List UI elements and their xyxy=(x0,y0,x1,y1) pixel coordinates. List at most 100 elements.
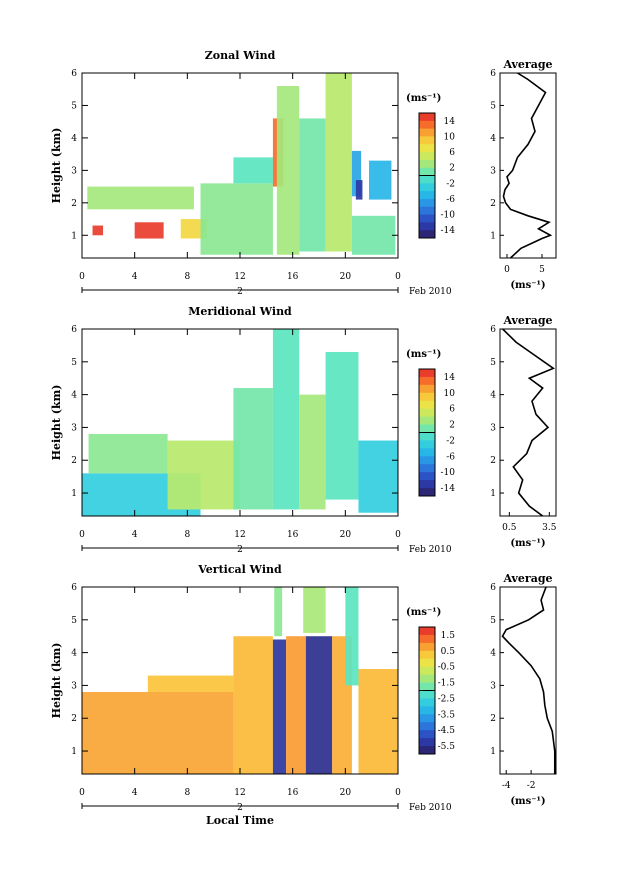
profile-y-tick-label: 1 xyxy=(490,489,496,499)
colorbar-tick-label: -5.5 xyxy=(438,742,456,752)
y-tick-label: 3 xyxy=(71,423,77,433)
colorbar-segment xyxy=(419,128,435,137)
heatmap-cell xyxy=(355,180,363,200)
heatmap-cell xyxy=(233,388,273,510)
colorbar-segment xyxy=(419,682,435,691)
colorbar-segment xyxy=(419,222,435,231)
profile-x-label: (ms⁻¹) xyxy=(510,538,545,549)
colorbar-tick-label: -2 xyxy=(446,179,455,189)
profile-x-tick-label: -2 xyxy=(527,781,536,791)
heatmap-cell xyxy=(345,587,359,686)
y-tick-label: 2 xyxy=(71,714,77,724)
profile-y-tick-label: 6 xyxy=(490,583,496,593)
colorbar-segment xyxy=(419,191,435,200)
x-tick-label: 12 xyxy=(234,788,245,798)
colorbar-segment xyxy=(419,698,435,707)
profile-y-tick-label: 5 xyxy=(490,101,496,111)
heatmap-cell xyxy=(233,636,273,774)
heatmap-cell xyxy=(167,440,240,510)
heatmap-cell xyxy=(325,351,359,500)
heatmap-cell xyxy=(358,669,398,774)
profile-y-tick-label: 5 xyxy=(490,358,496,368)
date-label: Feb 2010 xyxy=(409,287,452,297)
colorbar-tick-label: 1.5 xyxy=(441,631,456,641)
profile-x-tick-label: 0.5 xyxy=(502,523,517,533)
colorbar-tick-label: 10 xyxy=(444,389,456,399)
heatmap-cell xyxy=(325,73,352,252)
heatmap-cell xyxy=(147,675,234,692)
profile-y-tick-label: 4 xyxy=(490,134,496,144)
colorbar-segment xyxy=(419,136,435,145)
colorbar-segment xyxy=(419,472,435,481)
x-tick-label: 16 xyxy=(287,272,299,282)
y-tick-label: 1 xyxy=(71,231,77,241)
colorbar-segment xyxy=(419,650,435,660)
colorbar-segment xyxy=(419,167,435,176)
profile-y-tick-label: 2 xyxy=(490,199,496,209)
profile-y-tick-label: 4 xyxy=(490,649,496,659)
y-tick-label: 1 xyxy=(71,489,77,499)
heatmap-cell xyxy=(286,636,306,774)
y-tick-label: 2 xyxy=(71,456,77,466)
colorbar-tick-label: 14 xyxy=(444,373,456,383)
y-tick-label: 4 xyxy=(71,649,77,659)
y-axis-label: Height (km) xyxy=(50,128,63,204)
y-tick-label: 6 xyxy=(71,325,77,335)
x-tick-label: 4 xyxy=(132,530,138,540)
colorbar-tick-label: -10 xyxy=(441,468,456,478)
colorbar-segment xyxy=(419,432,435,441)
colorbar-segment xyxy=(419,206,435,216)
x-tick-label: 16 xyxy=(287,788,299,798)
colorbar-segment xyxy=(419,738,435,747)
profile-title: Average xyxy=(502,314,552,327)
colorbar-tick-label: 6 xyxy=(449,405,455,415)
y-tick-label: 2 xyxy=(71,199,77,209)
colorbar-segment xyxy=(419,183,435,192)
x-tick-label: 0 xyxy=(79,530,85,540)
x-tick-label: 8 xyxy=(184,272,190,282)
heatmap-cell xyxy=(303,587,326,633)
profile-y-tick-label: 3 xyxy=(490,423,496,433)
x-tick-label: 16 xyxy=(287,530,299,540)
date-marker: 2 xyxy=(237,287,243,297)
profile-title: Average xyxy=(502,58,552,71)
colorbar-segment xyxy=(419,440,435,449)
y-tick-label: 4 xyxy=(71,134,77,144)
x-tick-label: 0 xyxy=(395,272,401,282)
x-tick-label: 0 xyxy=(395,788,401,798)
colorbar-segment xyxy=(419,480,435,489)
colorbar-segment xyxy=(419,376,435,386)
colorbar-segment xyxy=(419,384,435,394)
colorbar-segment xyxy=(419,120,435,130)
profile-x-label: (ms⁻¹) xyxy=(510,280,545,291)
panel-title: Meridional Wind xyxy=(188,305,292,318)
colorbar-segment xyxy=(419,424,435,433)
profile-y-tick-label: 3 xyxy=(490,681,496,691)
y-tick-label: 6 xyxy=(71,69,77,79)
heatmap-cell xyxy=(92,225,104,236)
y-tick-label: 1 xyxy=(71,747,77,757)
profile-y-tick-label: 4 xyxy=(490,391,496,401)
profile-title: Average xyxy=(502,572,552,585)
colorbar-tick-label: 14 xyxy=(444,117,456,127)
colorbar-tick-label: -0.5 xyxy=(438,663,456,673)
colorbar-segment xyxy=(419,706,435,715)
colorbar-segment xyxy=(419,456,435,465)
profile-x-tick-label: 3.5 xyxy=(542,523,557,533)
profile-x-tick-label: 5 xyxy=(539,265,545,275)
heatmap-cell xyxy=(369,160,392,200)
y-axis-label: Height (km) xyxy=(50,643,63,719)
heatmap-cell xyxy=(200,183,273,255)
profile-y-tick-label: 6 xyxy=(490,69,496,79)
colorbar-tick-label: -2.5 xyxy=(438,694,456,704)
colorbar-segment xyxy=(419,488,435,497)
profile-x-tick-label: 0 xyxy=(504,265,510,275)
colorbar-segment xyxy=(419,113,435,122)
date-marker: 2 xyxy=(237,545,243,555)
colorbar-segment xyxy=(419,175,435,184)
colorbar-tick-label: -6 xyxy=(446,452,455,462)
heatmap-cell xyxy=(272,639,287,774)
date-marker: 2 xyxy=(237,803,243,813)
